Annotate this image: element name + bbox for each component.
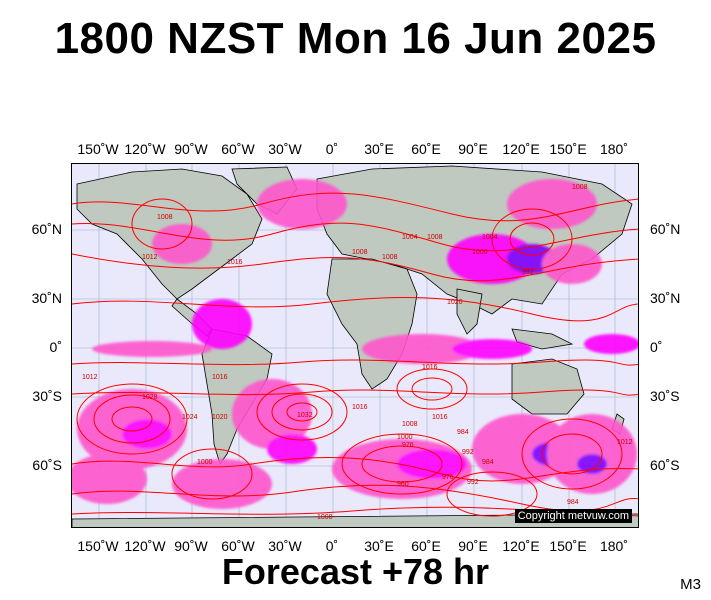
lat-label-left: 30˚S (32, 388, 62, 404)
lat-label-left: 60˚N (31, 221, 62, 237)
isobar-label: 1032 (297, 412, 313, 419)
isobar-label: 1012 (617, 439, 633, 446)
lat-label-left: 0˚ (49, 339, 62, 355)
isobar-label: 1016 (432, 414, 448, 421)
lon-label-bottom: 60˚E (411, 538, 441, 554)
lat-label-left: 60˚S (32, 457, 62, 473)
weather-map: 1008 1012 1016 1008 1008 1004 1000 1008 … (71, 163, 639, 528)
isobar-label: 1016 (227, 259, 243, 266)
isobar-label: 1016 (352, 404, 368, 411)
isobar-label: 1008 (317, 514, 333, 521)
isobar-label: 984 (482, 459, 494, 466)
isobar-label: 960 (397, 481, 409, 488)
india (456, 288, 483, 335)
lon-label-bottom: 120˚W (124, 538, 166, 554)
isobar-label: 1004 (482, 234, 498, 241)
isobar-label: 1020 (212, 414, 228, 421)
lon-label-top: 90˚E (458, 141, 488, 157)
lon-label-bottom: 120˚E (502, 538, 540, 554)
isobar-label: 1016 (212, 374, 228, 381)
isobar-labels: 1008 1012 1016 1008 1008 1004 1000 1008 … (82, 184, 633, 521)
lat-label-right: 60˚N (650, 221, 681, 237)
lon-label-top: 0˚ (325, 141, 339, 157)
australia (511, 358, 585, 415)
copyright-label: Copyright metvuw.com (514, 509, 632, 523)
lon-label-top: 30˚E (364, 141, 394, 157)
lon-label-top: 150˚W (77, 141, 119, 157)
lon-label-bottom: 90˚W (174, 538, 208, 554)
lon-label-top: 120˚E (502, 141, 540, 157)
lon-label-top: 30˚W (268, 141, 302, 157)
isobar-label: 1028 (142, 394, 158, 401)
lon-label-top: 60˚W (221, 141, 255, 157)
antarctica (72, 513, 638, 527)
lon-label-top: 90˚W (174, 141, 208, 157)
lat-label-right: 30˚S (650, 388, 680, 404)
lon-label-bottom: 180˚ (599, 538, 629, 554)
isobar-label: 1008 (402, 421, 418, 428)
isobar-label: 976 (402, 442, 414, 449)
isobar-label: 1020 (447, 299, 463, 306)
lon-label-bottom: 90˚E (458, 538, 488, 554)
isobar-label: 1012 (82, 374, 98, 381)
isobar-label: 976 (442, 474, 454, 481)
lon-label-bottom: 60˚W (221, 538, 255, 554)
lon-label-bottom: 150˚E (549, 538, 587, 554)
lon-label-bottom: 30˚W (268, 538, 302, 554)
lat-label-left: 30˚N (31, 290, 62, 306)
lon-label-top: 120˚W (124, 141, 166, 157)
isobars (72, 192, 638, 517)
isobar-label: 1004 (402, 234, 418, 241)
isobar-label: 992 (522, 269, 534, 276)
isobar-label: 1008 (572, 184, 588, 191)
indonesia (511, 328, 574, 350)
lat-label-right: 0˚ (650, 339, 663, 355)
isobar-label: 1008 (352, 249, 368, 256)
lat-label-right: 60˚S (650, 457, 680, 473)
lon-label-bottom: 150˚W (77, 538, 119, 554)
map-canvas: 1008 1012 1016 1008 1008 1004 1000 1008 … (72, 164, 638, 527)
isobar-label: 1024 (182, 414, 198, 421)
isobar-label: 1008 (157, 214, 173, 221)
lon-label-bottom: 30˚E (364, 538, 394, 554)
lon-label-top: 60˚E (411, 141, 441, 157)
lat-label-right: 30˚N (650, 290, 681, 306)
lon-label-top: 180˚ (599, 141, 629, 157)
isobar-label: 992 (462, 449, 474, 456)
isobar-label: 1008 (427, 234, 443, 241)
isobar-label: 984 (567, 499, 579, 506)
isobar-label: 984 (457, 429, 469, 436)
isobar-label: 1000 (472, 249, 488, 256)
lon-label-top: 150˚E (549, 141, 587, 157)
map-title: 1800 NZST Mon 16 Jun 2025 (54, 14, 657, 63)
model-code: M3 (680, 576, 701, 593)
forecast-label: Forecast +78 hr (221, 551, 490, 592)
lon-label-bottom: 0˚ (325, 538, 339, 554)
isobar-label: 1012 (142, 254, 158, 261)
isobar-label: 1008 (382, 254, 398, 261)
south-america (201, 328, 273, 465)
isobar-label: 1000 (397, 434, 413, 441)
isobar-label: 1000 (197, 459, 213, 466)
isobar-label: 1016 (422, 364, 438, 371)
isobar-label: 992 (467, 479, 479, 486)
